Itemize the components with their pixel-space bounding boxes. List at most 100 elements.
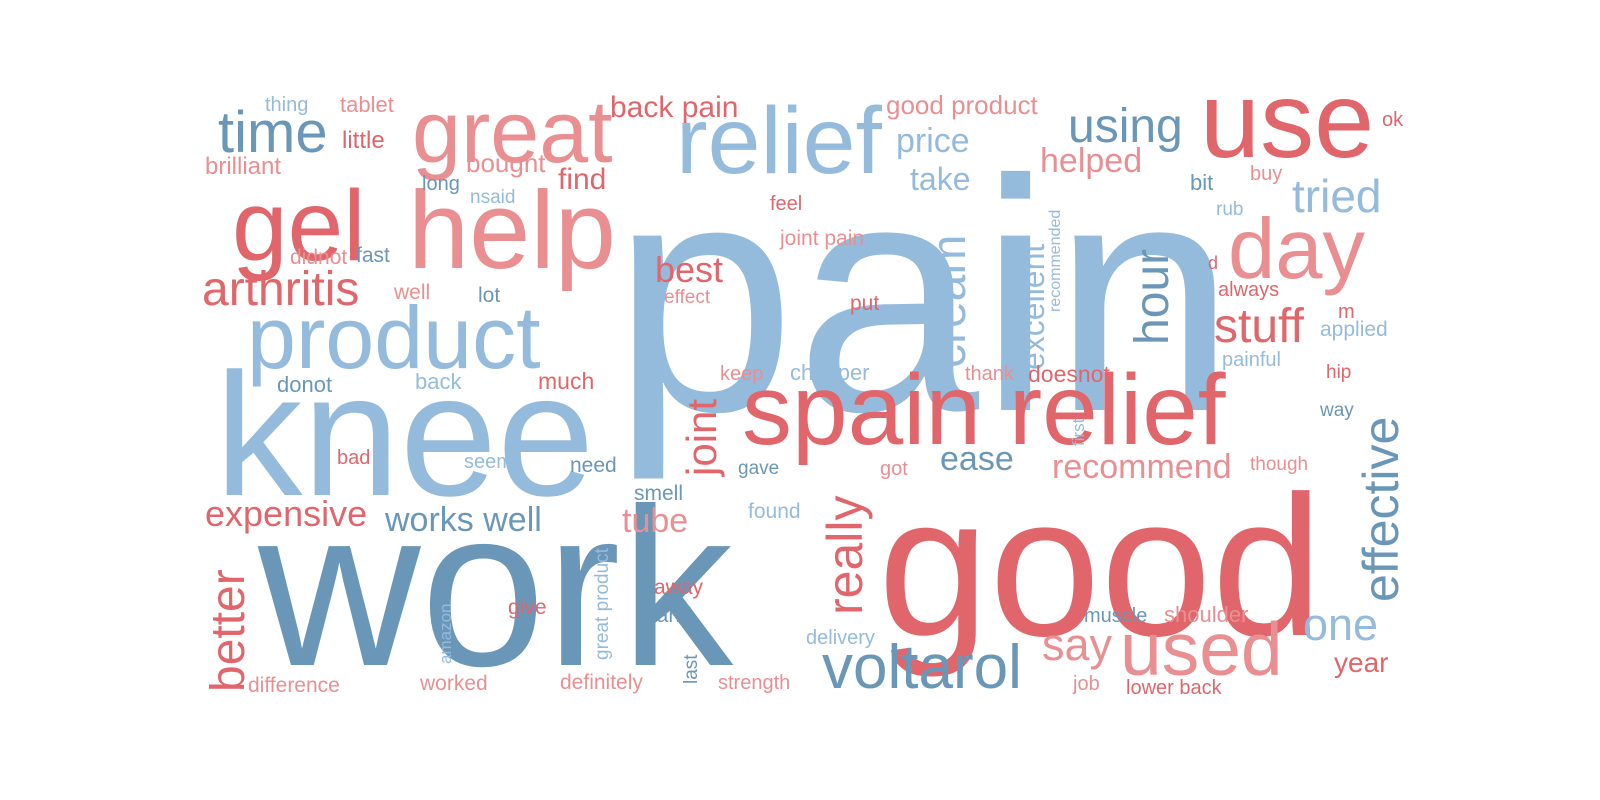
word-year: year <box>1334 647 1388 678</box>
word-bit: bit <box>1190 170 1213 195</box>
word-much: much <box>538 368 594 394</box>
word-applied: applied <box>1320 318 1388 341</box>
word-last: last <box>681 654 702 684</box>
word-effect: effect <box>664 287 711 308</box>
word-help: help <box>408 169 616 292</box>
word-delivery: delivery <box>806 627 875 649</box>
word-buy: buy <box>1250 163 1282 185</box>
word-hip: hip <box>1326 362 1351 383</box>
word-smell: smell <box>634 482 683 505</box>
word-put: put <box>850 292 879 315</box>
word-though: though <box>1250 454 1308 475</box>
word-thank: thank <box>965 363 1015 385</box>
word-great-product: great product <box>592 547 613 660</box>
word-using: using <box>1068 100 1183 153</box>
word-ok: ok <box>1382 109 1404 131</box>
word-price: price <box>896 122 970 160</box>
word-painful: painful <box>1222 349 1281 371</box>
word-first: first <box>1069 418 1088 446</box>
word-brilliant: brilliant <box>205 153 281 180</box>
word-d: d <box>1208 253 1218 273</box>
word-voltarol: voltarol <box>822 633 1022 702</box>
word-one: one <box>1303 599 1378 650</box>
word-way: way <box>1319 400 1354 421</box>
word-shoulder: shoulder <box>1164 602 1248 627</box>
word-feel: feel <box>770 193 802 215</box>
word-always: always <box>1218 279 1279 301</box>
word-definitely: definitely <box>560 671 643 694</box>
word-need: need <box>570 454 617 477</box>
word-day: day <box>1228 202 1366 297</box>
word-muscle: muscle <box>1084 605 1147 627</box>
word-recommended: recommended <box>1047 210 1064 312</box>
word-stuff: stuff <box>1214 300 1305 353</box>
word-joint-pain: joint pain <box>779 227 864 250</box>
word-time: time <box>218 100 328 165</box>
word-lot: lot <box>478 284 500 307</box>
word-effective: effective <box>1353 417 1409 602</box>
word-really: really <box>817 496 873 615</box>
word-away: away <box>654 576 704 599</box>
word-relief: relief <box>676 88 883 194</box>
word-gel: gel <box>232 170 365 282</box>
word-gave: gave <box>738 458 779 479</box>
word-found: found <box>748 500 801 523</box>
word-ease: ease <box>940 440 1014 478</box>
word-use: use <box>1200 59 1374 180</box>
word-back-pain: back pain <box>610 91 738 124</box>
word-amazon: amazon <box>436 604 455 664</box>
word-expensive: expensive <box>205 493 367 534</box>
word-pain: pain <box>612 111 1236 482</box>
word-rub: rub <box>1216 199 1243 220</box>
word-thing: thing <box>265 94 308 116</box>
word-works-well: works well <box>384 501 542 539</box>
word-cream: cream <box>923 235 976 368</box>
word-excellent: excellent <box>1015 244 1051 370</box>
word-hand: hand <box>645 604 692 627</box>
word-job: job <box>1072 673 1100 695</box>
word-nsaid: nsaid <box>470 187 515 208</box>
word-donot: donot <box>277 372 332 397</box>
word-keep: keep <box>720 363 763 385</box>
word-seem: seem <box>464 451 513 473</box>
word-say: say <box>1042 619 1113 670</box>
word-strength: strength <box>718 672 790 694</box>
word-hour: hour <box>1126 249 1179 345</box>
word-used: used <box>1120 607 1283 691</box>
word-arthritis: arthritis <box>202 263 359 316</box>
word-doesnot: doesnot <box>1028 361 1110 387</box>
word-best: best <box>655 249 723 290</box>
word-give: give <box>508 596 547 619</box>
word-didnot: didnot <box>290 246 347 269</box>
word-knee: knee <box>215 338 594 533</box>
word-fast: fast <box>356 244 390 267</box>
word-take: take <box>910 161 970 197</box>
word-work: work <box>257 461 734 713</box>
word-spain-relief: spain relief <box>742 354 1226 466</box>
word-well: well <box>393 281 430 304</box>
word-helped: helped <box>1040 142 1142 180</box>
word-worked: worked <box>419 672 488 695</box>
word-tablet: tablet <box>340 92 394 117</box>
word-cheaper: cheaper <box>790 360 870 385</box>
word-lower-back: lower back <box>1126 677 1223 699</box>
word-bought: bought <box>466 148 546 178</box>
word-better: better <box>202 569 255 692</box>
word-m: m <box>1338 301 1355 323</box>
word-good: good <box>878 455 1323 678</box>
word-product: product <box>247 288 541 387</box>
word-long: long <box>422 173 460 195</box>
word-find: find <box>558 163 606 196</box>
word-got: got <box>880 458 908 480</box>
word-difference: difference <box>248 674 340 697</box>
word-bad: bad <box>337 447 370 469</box>
word-joint: joint <box>678 399 725 478</box>
word-little: little <box>342 127 385 154</box>
word-back: back <box>415 369 462 394</box>
word-recommend: recommend <box>1052 448 1232 486</box>
word-great: great <box>412 82 613 181</box>
word-good-product: good product <box>886 90 1039 120</box>
word-tried: tried <box>1292 170 1381 222</box>
